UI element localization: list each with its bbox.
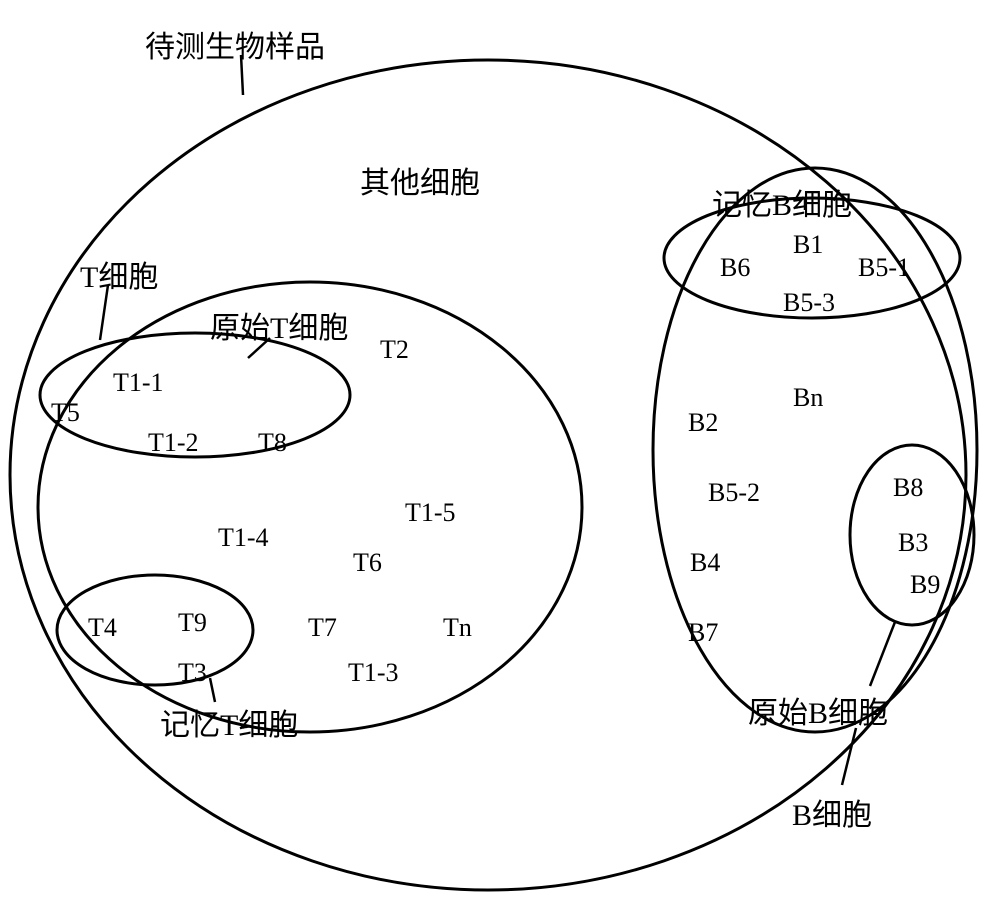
b-point-B8: B8 <box>893 473 923 503</box>
b-point-B5-3: B5-3 <box>783 288 835 318</box>
label-naive-t: 原始T细胞 <box>210 303 348 347</box>
label-memory-b: 记忆B细胞 <box>712 180 852 224</box>
diagram-canvas: 待测生物样品 其他细胞 T细胞 B细胞 原始T细胞 记忆T细胞 记忆B细胞 原始… <box>0 0 1000 903</box>
t-point-T1-2: T1-2 <box>148 428 199 458</box>
memory-t-ellipse <box>57 575 253 685</box>
leader-naive-b <box>870 622 895 686</box>
b-point-B1: B1 <box>793 230 823 260</box>
b-point-B7: B7 <box>688 618 718 648</box>
t-point-T2: T2 <box>380 335 409 365</box>
b-point-B2: B2 <box>688 408 718 438</box>
label-memory-t: 记忆T细胞 <box>160 700 298 744</box>
t-point-T1-1: T1-1 <box>113 368 164 398</box>
t-point-T1-5: T1-5 <box>405 498 456 528</box>
t-point-T3: T3 <box>178 658 207 688</box>
t-cells-ellipse <box>38 282 582 732</box>
t-point-T5: T5 <box>51 398 80 428</box>
b-point-B5-2: B5-2 <box>708 478 760 508</box>
t-point-T9: T9 <box>178 608 207 638</box>
t-point-T8: T8 <box>258 428 287 458</box>
t-point-T7: T7 <box>308 613 337 643</box>
b-point-B9: B9 <box>910 570 940 600</box>
b-point-Bn: Bn <box>793 383 823 413</box>
t-point-T1-4: T1-4 <box>218 523 269 553</box>
label-sample: 待测生物样品 <box>145 22 325 66</box>
t-point-T4: T4 <box>88 613 117 643</box>
label-other-cells: 其他细胞 <box>360 158 480 202</box>
leader-b-cells <box>842 728 856 785</box>
label-naive-b: 原始B细胞 <box>748 688 888 732</box>
t-point-Tn: Tn <box>443 613 472 643</box>
t-point-T1-3: T1-3 <box>348 658 399 688</box>
leader-memory-t <box>210 678 215 702</box>
t-point-T6: T6 <box>353 548 382 578</box>
b-point-B6: B6 <box>720 253 750 283</box>
b-point-B4: B4 <box>690 548 720 578</box>
label-t-cells: T细胞 <box>80 252 158 296</box>
label-b-cells: B细胞 <box>792 790 872 834</box>
b-point-B5-1: B5-1 <box>858 253 910 283</box>
b-point-B3: B3 <box>898 528 928 558</box>
